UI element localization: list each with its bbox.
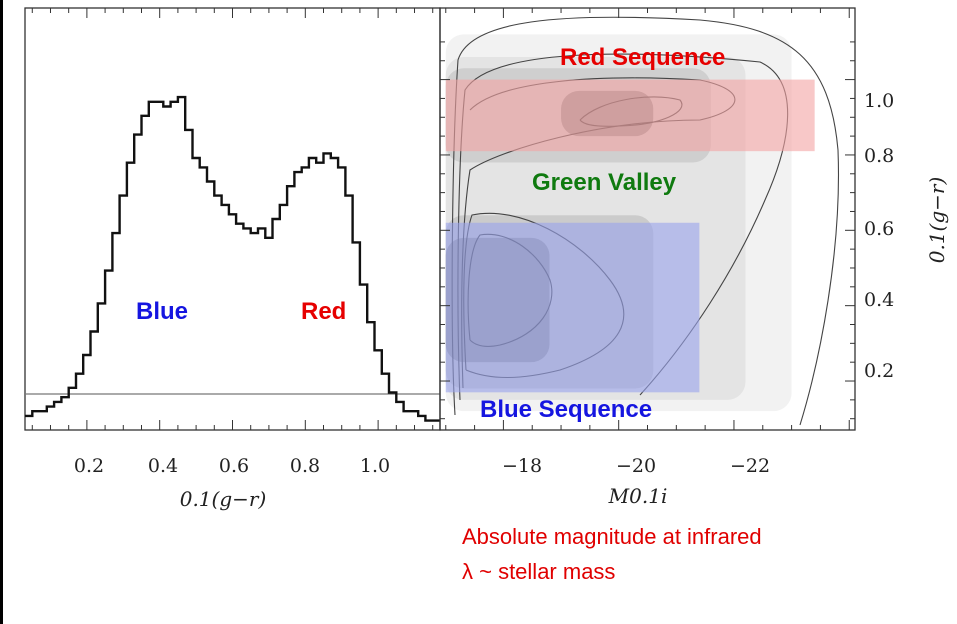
density-x-tick-label: −22 (730, 455, 770, 477)
density-x-tick-label: −20 (616, 455, 656, 477)
hist-x-tick-label: 0.2 (74, 455, 104, 477)
density-contour (457, 53, 789, 401)
histogram-frame (24, 7, 441, 431)
density-y-tick-label: 0.4 (864, 289, 894, 311)
note-line-1: Absolute magnitude at infrared (462, 524, 762, 549)
annotation-red-sequence: Red Sequence (560, 44, 725, 71)
density-x-tick-label: −18 (502, 455, 542, 477)
histogram-x-axis-title: 0.1(g−r) (180, 487, 267, 511)
density-y-tick-label: 0.6 (864, 218, 894, 240)
density-y-tick-label: 1.0 (864, 90, 894, 112)
annotation-green-valley: Green Valley (532, 169, 677, 196)
hist-x-tick-label: 1.0 (360, 455, 390, 477)
highlight-regions (445, 79, 815, 393)
annotation-blue: Blue (136, 298, 188, 325)
highlight-region (445, 222, 700, 393)
histogram-step-line (25, 95, 440, 422)
density-ticks (440, 8, 855, 430)
hist-x-tick-label: 0.6 (219, 455, 249, 477)
density-y-tick-labels: 1.0 0.8 0.6 0.4 0.2 (864, 90, 894, 382)
hist-x-tick-label: 0.8 (290, 455, 320, 477)
density-contour (451, 16, 839, 426)
density-x-tick-labels: −18 −20 −22 (502, 455, 770, 477)
annotation-blue-sequence: Blue Sequence (480, 396, 652, 423)
density-x-axis-title: M0.1i (608, 484, 668, 508)
note-line-2: λ ~ stellar mass (462, 559, 615, 584)
density-y-axis-title: 0.1(g−r) (925, 177, 949, 264)
histogram-panel (24, 7, 441, 431)
histogram-x-tick-labels: 0.2 0.4 0.6 0.8 1.0 (74, 455, 390, 477)
hist-x-tick-label: 0.4 (148, 455, 178, 477)
histogram-x-ticks (31, 8, 434, 430)
density-y-tick-label: 0.2 (864, 360, 894, 382)
highlight-region (445, 79, 815, 152)
annotation-red: Red (301, 298, 346, 325)
density-y-tick-label: 0.8 (864, 145, 894, 167)
